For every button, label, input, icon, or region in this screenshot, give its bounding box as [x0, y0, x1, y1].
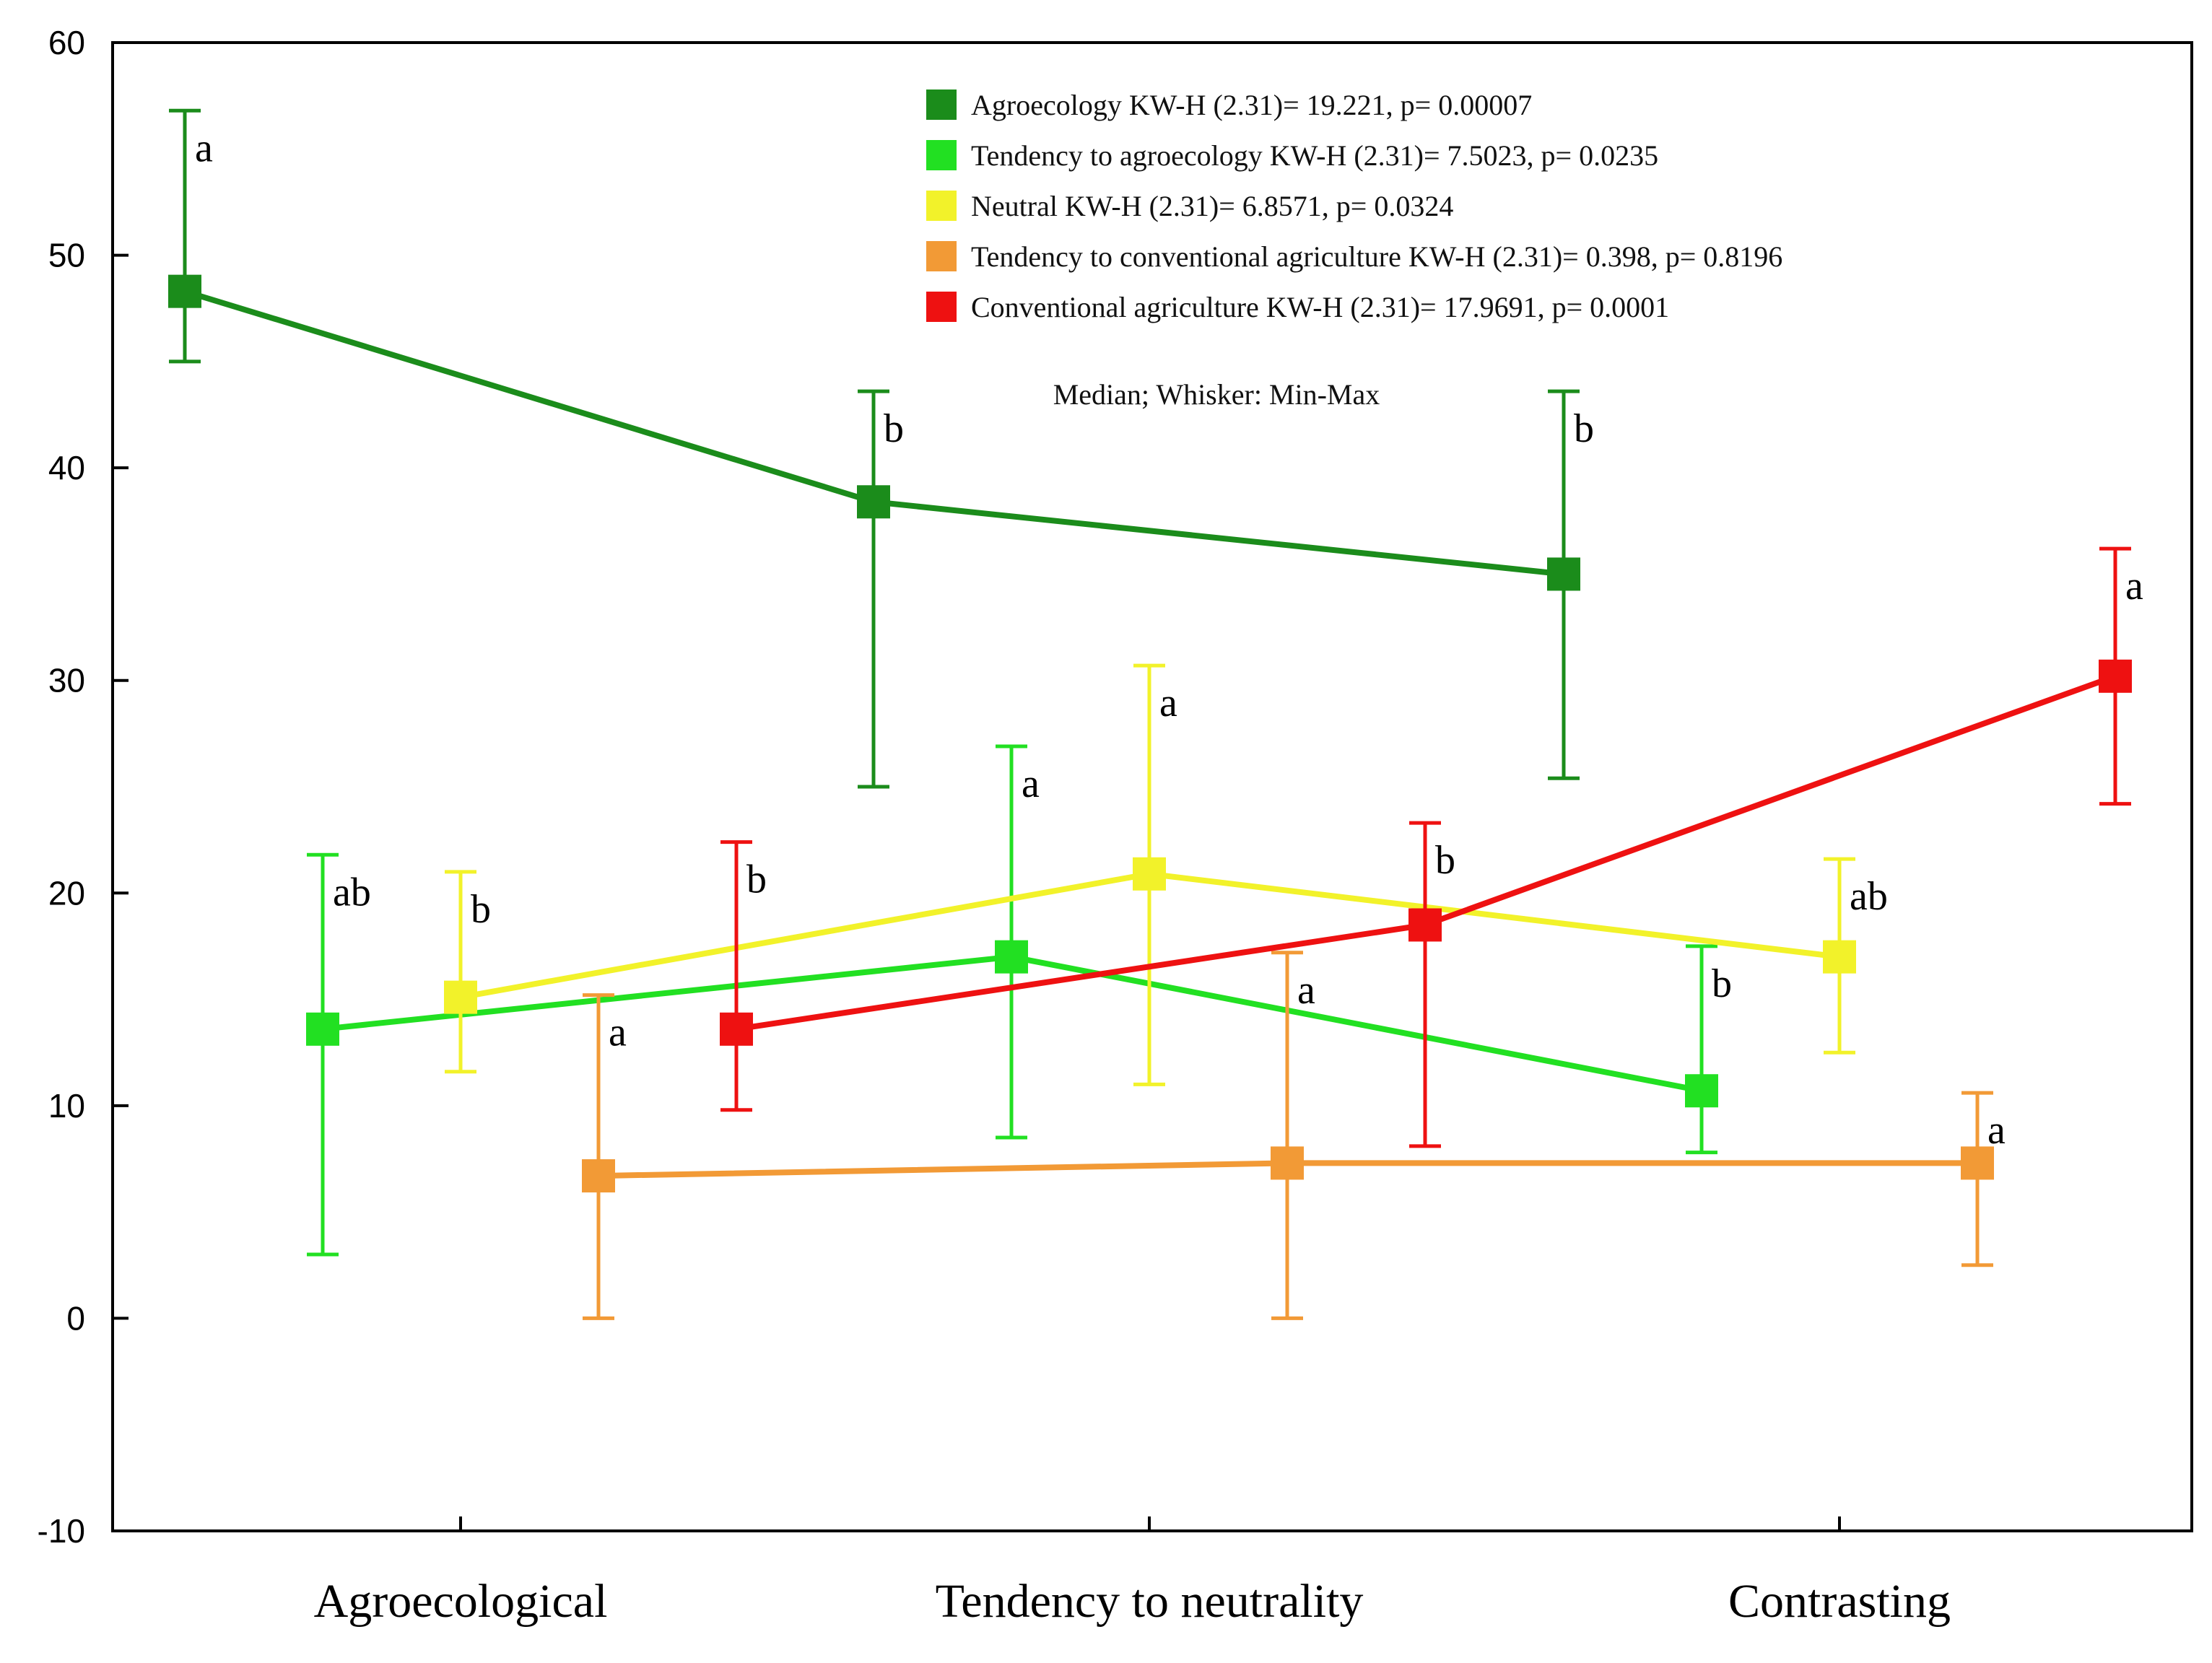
- significance-letter: ab: [1850, 874, 1888, 919]
- significance-letter: a: [1987, 1108, 2006, 1153]
- median-marker: [1271, 1146, 1304, 1180]
- legend-swatch: [926, 90, 957, 120]
- significance-letter: a: [609, 1011, 627, 1055]
- plot-frame: [111, 41, 2193, 1532]
- y-tick-label: 10: [48, 1087, 85, 1125]
- significance-letter: a: [1297, 968, 1315, 1013]
- median-marker: [2099, 659, 2132, 693]
- legend-label: Conventional agriculture KW-H (2.31)= 17…: [971, 291, 1669, 323]
- median-marker: [1547, 557, 1580, 591]
- legend-swatch: [926, 241, 957, 271]
- x-category-label: Agroecological: [314, 1575, 608, 1628]
- significance-letter: b: [884, 406, 904, 451]
- y-tick-label: 30: [48, 662, 85, 699]
- significance-letter: b: [746, 857, 767, 902]
- whisker-note: Median; Whisker: Min-Max: [1053, 378, 1380, 411]
- legend: Agroecology KW-H (2.31)= 19.221, p= 0.00…: [926, 89, 1782, 323]
- significance-letter: b: [1574, 406, 1594, 451]
- legend-swatch: [926, 292, 957, 322]
- y-tick-label: 20: [48, 874, 85, 912]
- significance-letter: b: [471, 887, 491, 932]
- median-marker: [1961, 1146, 1994, 1180]
- series: b b a: [720, 546, 2143, 1148]
- y-tick-label: 50: [48, 237, 85, 274]
- median-marker: [995, 940, 1028, 974]
- median-marker: [582, 1159, 615, 1193]
- median-marker: [168, 274, 201, 308]
- legend-label: Agroecology KW-H (2.31)= 19.221, p= 0.00…: [971, 89, 1532, 121]
- y-axis: -10 0 10 20 30 40 50 60: [38, 24, 129, 1550]
- y-tick-label: 60: [48, 24, 85, 61]
- median-marker: [306, 1012, 339, 1046]
- median-marker: [1408, 908, 1442, 942]
- x-category-label: Contrasting: [1728, 1575, 1951, 1628]
- median-marker: [720, 1012, 753, 1046]
- significance-letter: ab: [333, 870, 371, 915]
- legend-swatch: [926, 140, 957, 170]
- x-category-label: Tendency to neutrality: [936, 1575, 1364, 1628]
- significance-letter: b: [1712, 961, 1732, 1006]
- legend-swatch: [926, 191, 957, 221]
- significance-letter: a: [195, 126, 213, 170]
- median-marker: [1823, 940, 1856, 974]
- median-marker: [1133, 857, 1166, 891]
- significance-letter: a: [2125, 564, 2143, 608]
- y-tick-label: 40: [48, 449, 85, 486]
- series: a a a: [582, 951, 2006, 1320]
- y-tick-label: 0: [66, 1299, 85, 1337]
- median-marker: [857, 485, 890, 519]
- significance-letter: a: [1022, 761, 1040, 806]
- legend-label: Tendency to agroecology KW-H (2.31)= 7.5…: [971, 139, 1658, 172]
- median-marker: [444, 980, 477, 1014]
- significance-letter: b: [1435, 838, 1455, 883]
- significance-letter: a: [1159, 681, 1177, 725]
- legend-label: Tendency to conventional agriculture KW-…: [971, 240, 1782, 273]
- x-axis: Agroecological Tendency to neutrality Cont…: [314, 1516, 1951, 1628]
- series: a b b: [168, 108, 1594, 789]
- y-tick-label: -10: [38, 1512, 85, 1550]
- median-marker: [1685, 1074, 1718, 1108]
- legend-label: Neutral KW-H (2.31)= 6.8571, p= 0.0324: [971, 190, 1453, 222]
